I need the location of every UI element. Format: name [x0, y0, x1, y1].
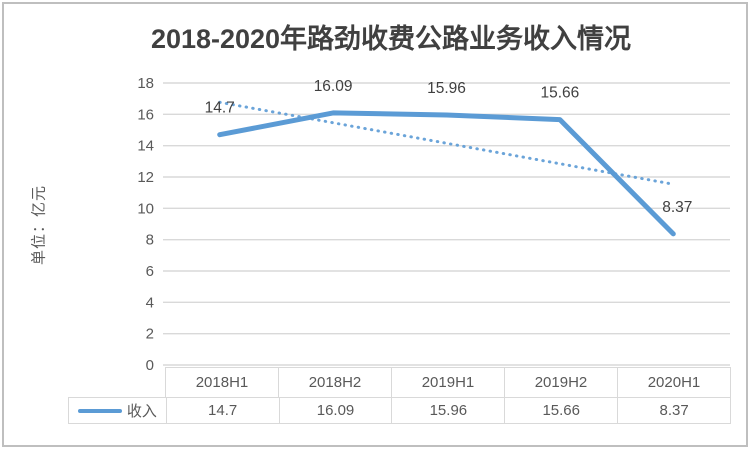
table-header-cell: 2020H1 — [617, 368, 730, 397]
series-name-label: 收入 — [126, 403, 157, 420]
data-table-header-row: 2018H1 2018H2 2019H1 2019H2 2020H1 — [165, 367, 731, 398]
y-axis-tick-label: 12 — [137, 169, 154, 186]
table-value-cell: 15.66 — [504, 398, 617, 423]
y-axis-tick-label: 2 — [146, 326, 154, 343]
chart-border-frame — [2, 2, 748, 447]
table-header-cell: 2018H1 — [195, 374, 249, 391]
table-header-cell: 2019H2 — [504, 368, 617, 397]
y-axis-tick-label: 4 — [146, 294, 154, 311]
y-axis-tick-label: 18 — [137, 75, 154, 92]
data-table-series-row: 收入 14.7 16.09 15.96 15.66 8.37 — [68, 397, 731, 424]
series-line-收入 — [217, 110, 676, 237]
chart-title: 2018-2020年路劲收费公路业务收入情况 — [150, 24, 632, 54]
table-value-cell: 8.37 — [617, 398, 730, 423]
data-label: 15.96 — [427, 80, 466, 97]
data-label: 16.09 — [314, 78, 353, 95]
table-value-cell: 14.7 — [165, 398, 279, 423]
table-value-cell: 16.09 — [278, 398, 392, 423]
data-label: 15.66 — [541, 85, 580, 102]
data-label: 8.37 — [662, 199, 692, 216]
y-axis-tick-label: 10 — [137, 200, 154, 217]
table-value-cell: 15.96 — [391, 398, 504, 423]
table-header-cell: 2018H2 — [278, 368, 391, 397]
legend-cell: 收入 — [69, 398, 166, 423]
y-axis-tick-label: 6 — [146, 263, 154, 280]
y-axis-tick-label: 8 — [146, 232, 154, 249]
y-axis-tick-label: 0 — [146, 357, 154, 374]
table-header-cell: 2019H1 — [391, 368, 504, 397]
series-line-swatch-icon — [77, 408, 122, 413]
y-axis-tick-label: 16 — [137, 106, 154, 123]
data-label: 14.7 — [205, 100, 235, 117]
y-axis-tick-label: 14 — [137, 138, 154, 155]
